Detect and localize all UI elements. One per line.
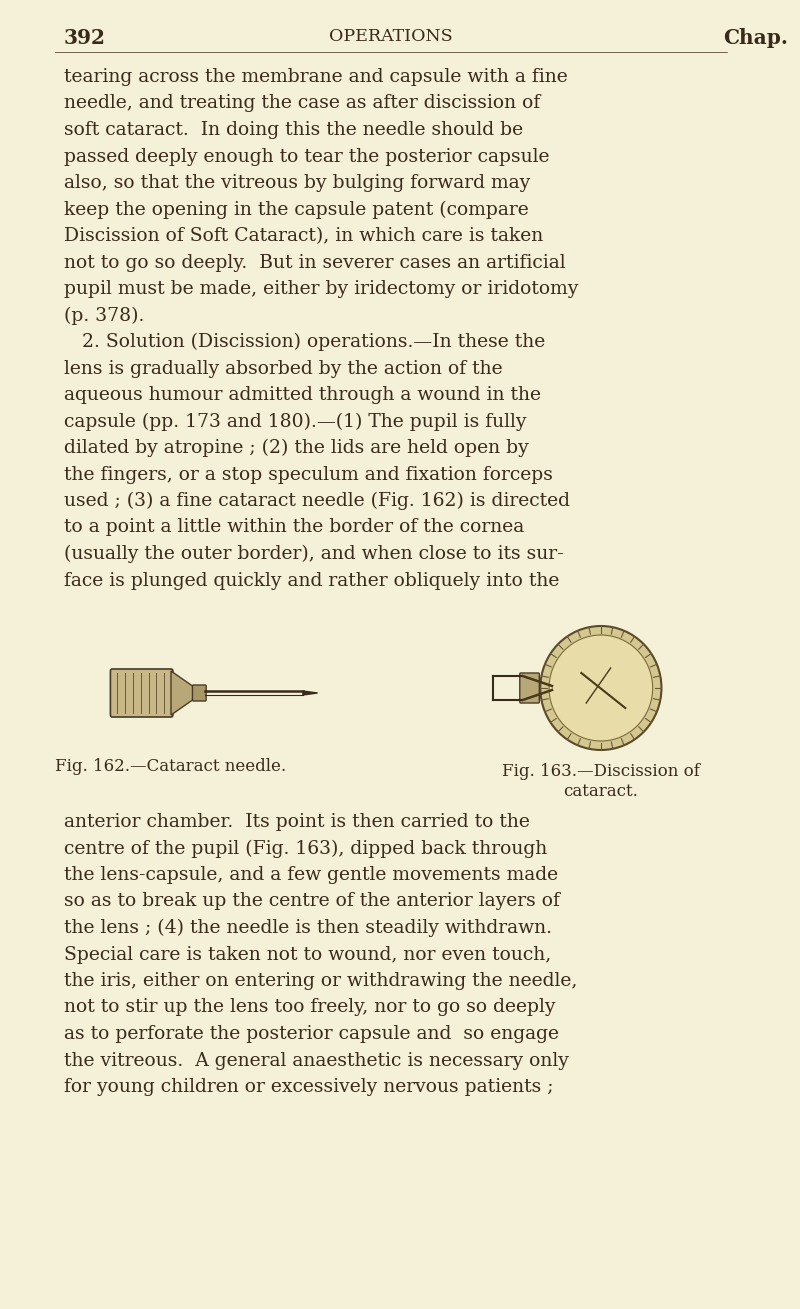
Text: Discission of Soft Cataract), in which care is taken: Discission of Soft Cataract), in which c…	[63, 226, 542, 245]
Text: passed deeply enough to tear the posterior capsule: passed deeply enough to tear the posteri…	[63, 148, 549, 165]
Circle shape	[549, 635, 653, 741]
Text: not to go so deeply.  But in severer cases an artificial: not to go so deeply. But in severer case…	[63, 254, 565, 271]
Text: centre of the pupil (Fig. 163), dipped back through: centre of the pupil (Fig. 163), dipped b…	[63, 839, 546, 857]
Text: Chap.: Chap.	[723, 27, 788, 48]
Text: used ; (3) a fine cataract needle (Fig. 162) is directed: used ; (3) a fine cataract needle (Fig. …	[63, 492, 570, 511]
Text: 392: 392	[63, 27, 106, 48]
Text: soft cataract.  In doing this the needle should be: soft cataract. In doing this the needle …	[63, 120, 522, 139]
Text: (usually the outer border), and when close to its sur-: (usually the outer border), and when clo…	[63, 545, 563, 563]
Circle shape	[540, 626, 662, 750]
Text: capsule (pp. 173 and 180).—(1) The pupil is fully: capsule (pp. 173 and 180).—(1) The pupil…	[63, 412, 526, 431]
Text: as to perforate the posterior capsule and  so engage: as to perforate the posterior capsule an…	[63, 1025, 558, 1043]
Text: so as to break up the centre of the anterior layers of: so as to break up the centre of the ante…	[63, 893, 559, 911]
Text: lens is gradually absorbed by the action of the: lens is gradually absorbed by the action…	[63, 360, 502, 377]
Text: the iris, either on entering or withdrawing the needle,: the iris, either on entering or withdraw…	[63, 973, 577, 990]
Text: to a point a little within the border of the cornea: to a point a little within the border of…	[63, 518, 524, 537]
Text: (p. 378).: (p. 378).	[63, 306, 144, 325]
Text: tearing across the membrane and capsule with a fine: tearing across the membrane and capsule …	[63, 68, 567, 86]
Text: also, so that the vitreous by bulging forward may: also, so that the vitreous by bulging fo…	[63, 174, 530, 192]
Text: anterior chamber.  Its point is then carried to the: anterior chamber. Its point is then carr…	[63, 813, 530, 831]
Polygon shape	[303, 691, 318, 695]
Text: OPERATIONS: OPERATIONS	[329, 27, 453, 45]
Text: keep the opening in the capsule patent (compare: keep the opening in the capsule patent (…	[63, 200, 528, 219]
Text: face is plunged quickly and rather obliquely into the: face is plunged quickly and rather obliq…	[63, 572, 559, 589]
Text: 2. Solution (Discission) operations.—In these the: 2. Solution (Discission) operations.—In …	[63, 332, 545, 351]
Text: not to stir up the lens too freely, nor to go so deeply: not to stir up the lens too freely, nor …	[63, 999, 555, 1017]
Text: dilated by atropine ; (2) the lids are held open by: dilated by atropine ; (2) the lids are h…	[63, 439, 528, 457]
Text: needle, and treating the case as after discission of: needle, and treating the case as after d…	[63, 94, 540, 113]
Text: the fingers, or a stop speculum and fixation forceps: the fingers, or a stop speculum and fixa…	[63, 466, 552, 483]
Text: for young children or excessively nervous patients ;: for young children or excessively nervou…	[63, 1079, 553, 1096]
FancyBboxPatch shape	[110, 669, 173, 717]
Text: Special care is taken not to wound, nor even touch,: Special care is taken not to wound, nor …	[63, 945, 550, 963]
Text: the lens ; (4) the needle is then steadily withdrawn.: the lens ; (4) the needle is then steadi…	[63, 919, 551, 937]
Text: Fig. 163.—Discission of: Fig. 163.—Discission of	[502, 763, 700, 780]
Text: pupil must be made, either by iridectomy or iridotomy: pupil must be made, either by iridectomy…	[63, 280, 578, 298]
Text: the vitreous.  A general anaesthetic is necessary only: the vitreous. A general anaesthetic is n…	[63, 1051, 568, 1069]
Text: aqueous humour admitted through a wound in the: aqueous humour admitted through a wound …	[63, 386, 541, 404]
Text: cataract.: cataract.	[563, 783, 638, 800]
FancyBboxPatch shape	[193, 685, 206, 702]
Text: the lens-capsule, and a few gentle movements made: the lens-capsule, and a few gentle movem…	[63, 867, 558, 884]
Polygon shape	[171, 672, 195, 715]
FancyBboxPatch shape	[520, 673, 539, 703]
Text: Fig. 162.—Cataract needle.: Fig. 162.—Cataract needle.	[55, 758, 286, 775]
